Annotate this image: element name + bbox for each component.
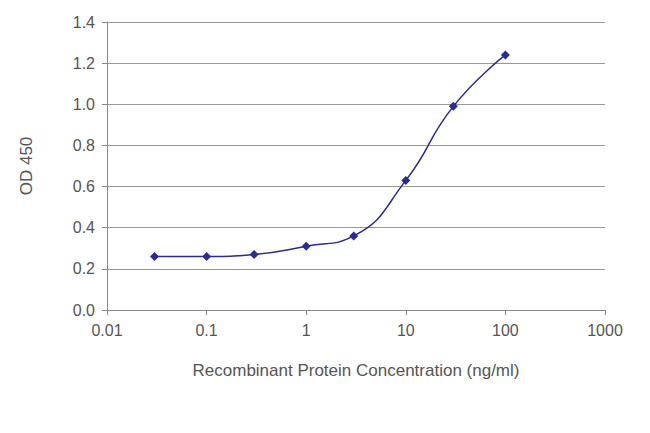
svg-text:0.8: 0.8 <box>73 137 95 154</box>
svg-text:1.4: 1.4 <box>73 14 95 31</box>
svg-text:0.4: 0.4 <box>73 219 95 236</box>
svg-text:Recombinant Protein Concentrat: Recombinant Protein Concentration (ng/ml… <box>193 361 520 380</box>
svg-text:0.1: 0.1 <box>195 322 217 339</box>
svg-text:0.01: 0.01 <box>91 322 122 339</box>
svg-text:10: 10 <box>397 322 415 339</box>
svg-text:1.0: 1.0 <box>73 96 95 113</box>
svg-text:1000: 1000 <box>587 322 623 339</box>
svg-text:0.6: 0.6 <box>73 178 95 195</box>
svg-text:1: 1 <box>302 322 311 339</box>
svg-text:0.0: 0.0 <box>73 302 95 319</box>
svg-text:100: 100 <box>492 322 519 339</box>
svg-text:OD 450: OD 450 <box>17 137 36 196</box>
svg-text:0.2: 0.2 <box>73 260 95 277</box>
svg-text:1.2: 1.2 <box>73 55 95 72</box>
